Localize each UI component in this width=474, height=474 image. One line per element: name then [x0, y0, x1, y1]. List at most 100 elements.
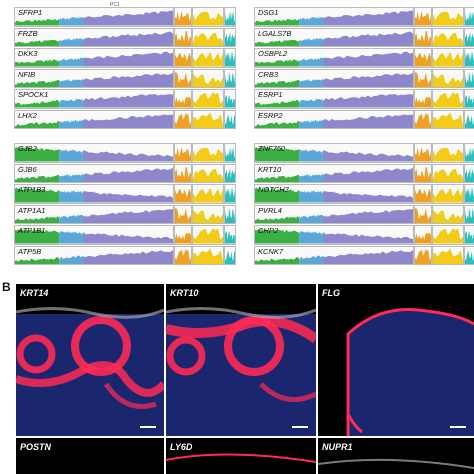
mini-track-box — [192, 89, 224, 109]
image-label: FLG — [322, 288, 340, 298]
mini-track — [175, 30, 191, 46]
track-area — [299, 16, 323, 26]
gene-label: NOTCH3 — [258, 185, 289, 194]
track-area — [59, 78, 83, 87]
main-track-box — [254, 7, 414, 27]
mini-track-box — [192, 68, 224, 88]
mini-track — [175, 232, 191, 244]
mini-track-box — [224, 163, 236, 183]
track-area — [15, 79, 60, 87]
mini-track — [175, 112, 191, 128]
mini-track-box — [432, 163, 464, 183]
mini-track-box — [464, 245, 474, 265]
track-area — [255, 18, 300, 26]
mini-track — [465, 250, 474, 264]
track-area — [82, 31, 173, 46]
gene-track-row: NFIB — [0, 68, 236, 88]
track-area — [15, 215, 60, 223]
gene-label: PVRL4 — [258, 205, 282, 215]
mini-track-box — [192, 7, 224, 27]
track-area — [299, 36, 323, 46]
mini-track-box — [224, 184, 236, 204]
mini-track — [175, 96, 191, 108]
main-track-box — [14, 245, 174, 265]
gene-label: ATP1A1 — [18, 205, 46, 215]
gene-track-row: OSBPL2 — [240, 47, 474, 68]
main-track-box — [14, 204, 174, 224]
mini-track-box — [414, 27, 432, 47]
track-area — [299, 214, 323, 223]
mini-track — [433, 187, 463, 203]
gene-track-row: GJB2 — [0, 142, 236, 163]
main-track-box — [254, 89, 414, 109]
track-area — [299, 230, 323, 244]
track-area — [82, 232, 173, 244]
main-track-box — [14, 184, 174, 204]
mini-track-box — [414, 245, 432, 265]
track-area — [322, 167, 413, 182]
mini-track — [465, 95, 474, 108]
mini-track — [225, 146, 235, 162]
mini-track-box — [464, 163, 474, 183]
main-track-box — [14, 7, 174, 27]
gene-track-row: SFRP1 — [0, 6, 236, 27]
mini-track-box — [224, 48, 236, 68]
main-track-box — [14, 225, 174, 245]
track-area — [82, 208, 173, 223]
gene-label: OSBPL2 — [258, 49, 288, 58]
gene-track-row: CRB3 — [240, 68, 474, 88]
ly6d-stain — [166, 453, 316, 463]
track-area — [255, 256, 300, 264]
gene-label: FRZB — [18, 28, 38, 38]
gene-label: KRT10 — [258, 164, 282, 174]
track-area — [255, 215, 300, 223]
track-area — [322, 51, 413, 67]
mini-track-box — [464, 204, 474, 224]
track-area — [255, 59, 300, 67]
track-area — [299, 98, 323, 108]
image-label: POSTN — [20, 442, 52, 452]
mini-track-box — [432, 7, 464, 27]
panel-a: PC1 SFRP1 FRZB DKK3 NFIB SPOCK1 LHX2 GJB2 GJB6 A… — [0, 2, 474, 265]
mini-track-box — [464, 225, 474, 245]
mini-track — [465, 71, 474, 87]
panel-b-label: B — [2, 280, 11, 294]
gene-label: LHX2 — [18, 110, 37, 120]
track-area — [15, 39, 60, 46]
mini-track-box — [224, 68, 236, 88]
mini-track-box — [432, 109, 464, 129]
mini-track — [433, 112, 463, 128]
gene-track-row: ESRP2 — [240, 109, 474, 129]
gene-track-row: CHP2 — [240, 224, 474, 245]
track-area — [299, 255, 323, 264]
image-krt10: KRT10 — [166, 284, 316, 436]
main-track-box — [254, 27, 414, 47]
main-track-box — [254, 163, 414, 183]
track-area — [15, 99, 60, 108]
image-ly6d: LY6D — [166, 438, 316, 474]
mini-track-box — [192, 109, 224, 129]
main-track-box — [14, 27, 174, 47]
gene-label: ATP1B1 — [18, 226, 46, 235]
mini-track-box — [432, 245, 464, 265]
track-area — [322, 72, 413, 87]
mini-track-box — [192, 225, 224, 245]
mini-track — [193, 147, 223, 162]
mini-track — [193, 248, 223, 264]
mini-track — [175, 188, 191, 203]
track-area — [255, 99, 300, 108]
mini-track — [415, 166, 431, 182]
mini-track-box — [464, 68, 474, 88]
mini-track — [175, 11, 191, 26]
mini-track — [465, 207, 474, 223]
gene-track-row: ATP1B3 — [0, 183, 236, 204]
mini-track-box — [192, 48, 224, 68]
mini-track-box — [432, 48, 464, 68]
mini-track-box — [224, 204, 236, 224]
mini-track — [465, 188, 474, 203]
gene-track-row: DSG1 — [240, 6, 474, 27]
mini-track — [225, 114, 235, 128]
mini-track-box — [432, 68, 464, 88]
gene-label: SFRP1 — [18, 8, 43, 17]
mini-track-box — [432, 204, 464, 224]
